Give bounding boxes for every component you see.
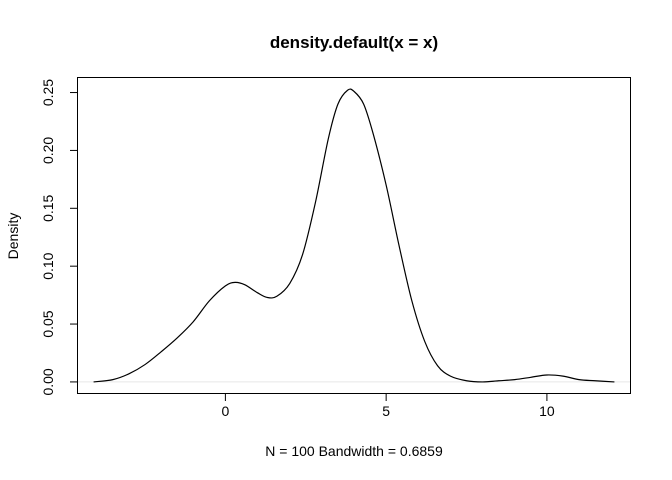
y-axis-label: Density: [5, 213, 21, 260]
y-tick-label: 0.20: [40, 137, 56, 164]
plot-frame: [77, 77, 631, 394]
y-tick-label: 0.05: [40, 310, 56, 337]
y-tick-label: 0.15: [40, 194, 56, 221]
y-tick-label: 0.25: [40, 79, 56, 106]
density-curve: [93, 88, 615, 383]
y-tick-label: 0.10: [40, 252, 56, 279]
x-tick-label: 10: [539, 403, 555, 419]
x-axis-label: N = 100 Bandwidth = 0.6859: [265, 443, 443, 459]
chart-title: density.default(x = x): [270, 33, 438, 52]
y-tick-label: 0.00: [40, 368, 56, 395]
x-tick-label: 5: [382, 403, 390, 419]
x-tick-label: 0: [221, 403, 229, 419]
